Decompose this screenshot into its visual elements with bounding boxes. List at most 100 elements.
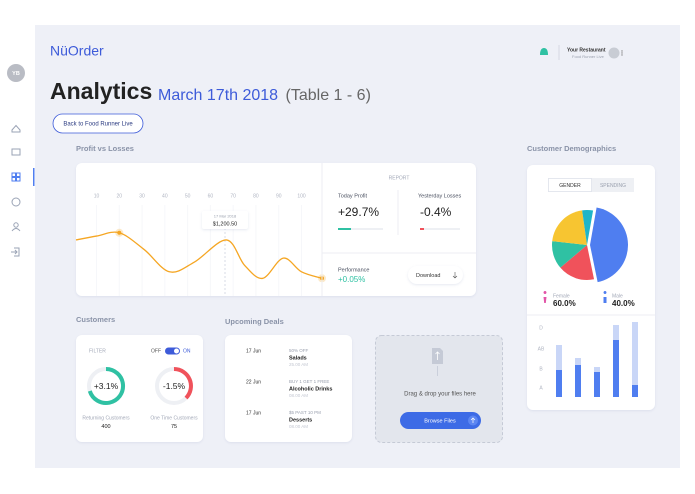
section-title: Customers (76, 315, 115, 324)
profile-avatar[interactable] (608, 47, 620, 59)
bar (632, 385, 638, 397)
stat-label: One Time Customers (150, 415, 198, 421)
deal-time: 08.00 AM (289, 424, 308, 429)
progress-track (420, 228, 460, 230)
stat-count: 75 (171, 424, 177, 430)
point (117, 230, 122, 235)
x-tick-label: 10 (94, 193, 100, 199)
bell-icon[interactable] (540, 48, 548, 55)
ring-progress (173, 367, 193, 400)
tab-label[interactable]: GENDER (559, 183, 581, 189)
active-indicator (33, 168, 35, 186)
deal-offer: BUY 1 GET 1 FREE (289, 379, 329, 384)
profit-line (75, 231, 323, 279)
section-title: Customer Demographics (527, 144, 616, 153)
dashboard-icon[interactable] (11, 172, 21, 182)
avatar-initials: YB (12, 71, 20, 77)
tab-label[interactable]: SPENDING (600, 183, 626, 189)
page-subtitle: March 17th 2018 (Table 1 - 6) (158, 87, 371, 104)
tooltip (202, 211, 248, 229)
date: March 17th 2018 (158, 87, 278, 104)
bar (575, 365, 581, 397)
progress-fill (338, 228, 351, 230)
progress-fill (420, 228, 424, 230)
pie-slice (582, 210, 594, 245)
x-tick-label: 60 (208, 193, 214, 199)
today-value: +29.7% (338, 205, 379, 219)
home-icon[interactable] (11, 124, 21, 133)
x-tick-label: 40 (162, 193, 168, 199)
y-tick-label: D (539, 325, 543, 331)
ring-progress (87, 366, 126, 405)
deal-time: 25.00 AM (289, 362, 308, 367)
drop-text: Drag & drop your files here (404, 392, 476, 398)
y-tick-label: AB (538, 346, 545, 352)
toggle-off: OFF (151, 348, 161, 354)
avatar[interactable] (7, 64, 25, 82)
stat-label: Returning Customers (82, 415, 130, 421)
download-icon (452, 272, 458, 279)
pie-slice (589, 207, 628, 283)
logout-icon[interactable] (11, 247, 20, 257)
filter-label: FILTER (89, 348, 106, 354)
bar (594, 372, 600, 397)
report-label: REPORT (389, 175, 410, 181)
performance-label: Performance (338, 267, 370, 273)
toggle-knob (174, 348, 179, 354)
pie-slice (552, 241, 587, 268)
bar (613, 340, 619, 397)
customers-card (76, 335, 203, 442)
browse-button[interactable] (400, 412, 481, 429)
profit-chart: 10 20 30 40 50 60 70 80 90 100 17 Mar 2018 $1,200.5… (75, 193, 326, 296)
yesterday-label: Yesterday Losses (418, 193, 461, 199)
deal-item: Salads (289, 355, 307, 361)
x-tick-label: 70 (230, 193, 236, 199)
x-tick-label: 80 (253, 193, 259, 199)
page-title: Analytics (50, 78, 152, 104)
pie-chart (552, 207, 628, 283)
mail-icon[interactable] (11, 148, 21, 156)
bar (632, 322, 638, 397)
tooltip-value: $1,200.50 (213, 221, 237, 227)
deal-item: Desserts (289, 417, 312, 423)
deals-card (225, 335, 352, 442)
browse-label: Browse Files (424, 418, 456, 424)
pie-slice (560, 245, 595, 280)
pie-slice (552, 210, 587, 245)
section-title: Upcoming Deals (225, 317, 284, 326)
deal-offer: 50% OFF (289, 348, 309, 353)
deal-date: 17 Jun (246, 348, 261, 354)
y-tick-label: B (539, 366, 543, 372)
back-button[interactable] (52, 113, 144, 134)
bar (556, 370, 562, 397)
female-label: Female (553, 293, 570, 299)
stat-change: +3.1% (94, 381, 119, 391)
nav-icons (11, 124, 35, 257)
female-icon (543, 291, 547, 303)
profit-card (76, 163, 476, 296)
deal-date: 17 Jun (246, 410, 261, 416)
today-label: Today Profit (338, 193, 368, 199)
deal-item: Alcoholic Drinks (289, 386, 332, 392)
deal-time: 08.00 AM (289, 393, 308, 398)
male-value: 40.0% (612, 299, 635, 308)
performance-value: +0.05% (338, 275, 365, 284)
restaurant-name: Your Restaurant (567, 47, 606, 53)
tab-active[interactable] (548, 178, 592, 192)
user-icon[interactable] (11, 222, 21, 232)
download-button[interactable] (408, 266, 463, 284)
stat-count: 400 (101, 424, 110, 430)
settings-icon[interactable] (11, 197, 21, 207)
tooltip-date: 17 Mar 2018 (214, 214, 237, 219)
deal-offer: $5 PAST 10 PM (289, 410, 321, 415)
y-tick-label: A (539, 385, 543, 391)
bar-chart: D AB B A (538, 322, 638, 397)
x-tick-label: 50 (185, 193, 191, 199)
progress-track (338, 228, 383, 230)
x-tick-label: 20 (116, 193, 122, 199)
menu-dots[interactable] (621, 50, 623, 52)
logo[interactable]: NüOrder (50, 43, 104, 59)
toggle-on: ON (183, 348, 191, 354)
